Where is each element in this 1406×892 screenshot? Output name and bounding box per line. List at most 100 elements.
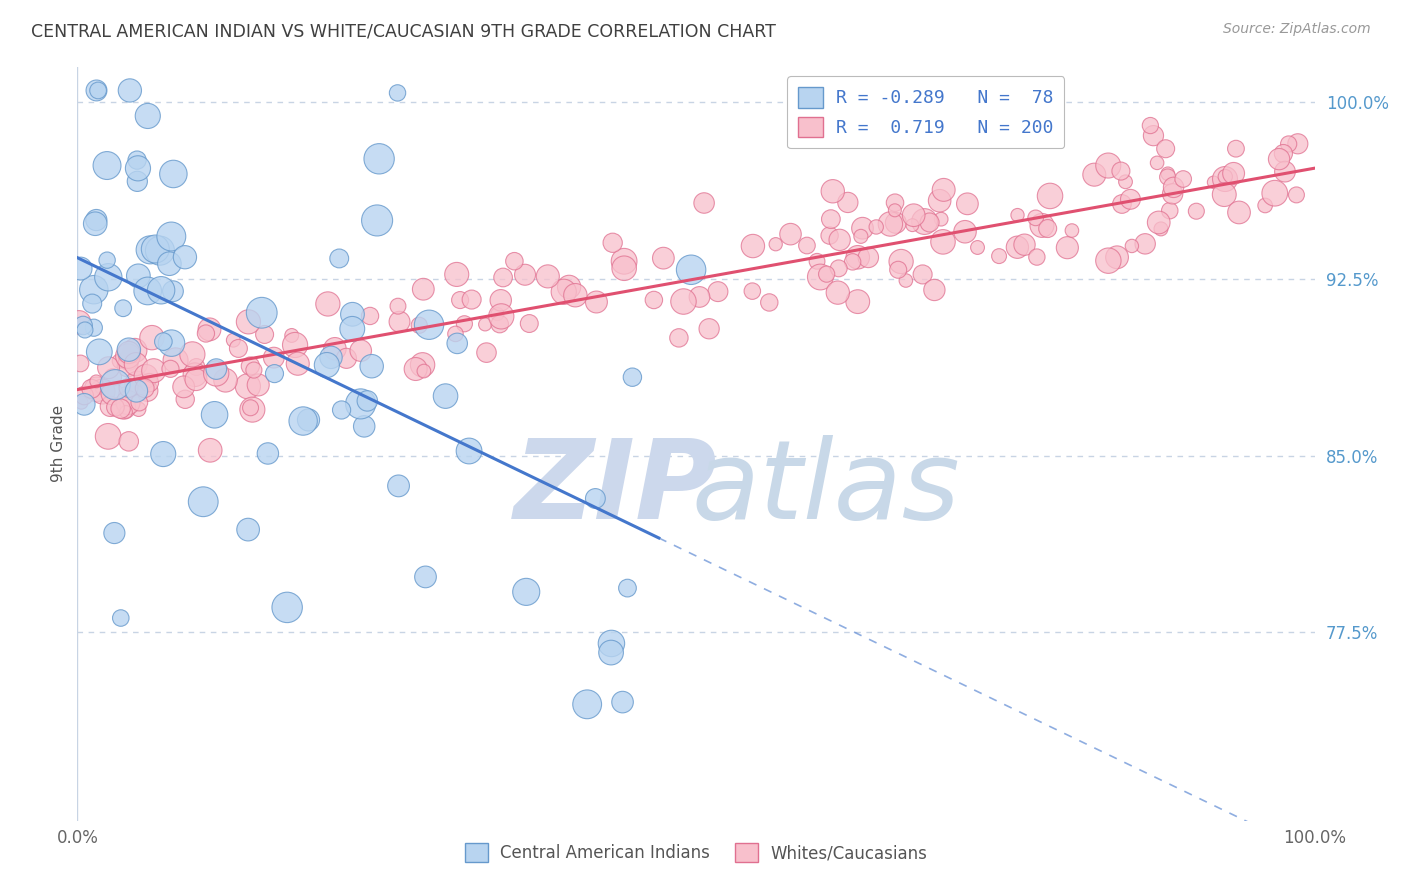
Point bbox=[141, 331, 163, 345]
Point bbox=[796, 238, 818, 252]
Point bbox=[143, 242, 166, 256]
Point bbox=[693, 196, 716, 211]
Point bbox=[475, 345, 498, 359]
Point bbox=[149, 244, 172, 258]
Point bbox=[193, 494, 215, 508]
Point bbox=[263, 367, 285, 381]
Point bbox=[408, 318, 430, 333]
Point bbox=[239, 401, 262, 415]
Point bbox=[1025, 211, 1047, 225]
Point bbox=[808, 270, 831, 285]
Point bbox=[668, 331, 690, 345]
Point bbox=[929, 212, 952, 227]
Point bbox=[86, 382, 108, 396]
Point bbox=[486, 307, 509, 321]
Point bbox=[1146, 156, 1168, 170]
Point bbox=[837, 195, 859, 210]
Point bbox=[1278, 136, 1301, 151]
Point bbox=[253, 327, 276, 342]
Point bbox=[136, 109, 159, 123]
Point bbox=[827, 285, 849, 300]
Point bbox=[236, 379, 259, 393]
Point bbox=[924, 283, 946, 297]
Point bbox=[1225, 142, 1247, 156]
Point bbox=[125, 384, 148, 398]
Point bbox=[83, 283, 105, 297]
Point bbox=[1157, 167, 1180, 181]
Point bbox=[84, 217, 107, 231]
Point bbox=[602, 235, 624, 250]
Point bbox=[652, 251, 675, 265]
Point bbox=[1014, 237, 1036, 252]
Point bbox=[707, 285, 730, 299]
Point bbox=[412, 282, 434, 296]
Point bbox=[444, 326, 467, 341]
Point bbox=[415, 570, 437, 584]
Point bbox=[492, 270, 515, 285]
Point bbox=[1185, 204, 1208, 219]
Point bbox=[515, 585, 537, 599]
Point bbox=[135, 369, 157, 384]
Point bbox=[366, 213, 388, 227]
Point bbox=[1285, 188, 1308, 202]
Point bbox=[879, 217, 901, 231]
Point bbox=[238, 315, 260, 329]
Point bbox=[621, 370, 644, 384]
Point bbox=[239, 359, 262, 373]
Point bbox=[103, 526, 125, 541]
Point bbox=[1156, 169, 1178, 184]
Point bbox=[1213, 172, 1236, 186]
Point bbox=[117, 395, 139, 409]
Point bbox=[198, 322, 221, 336]
Point bbox=[112, 401, 135, 415]
Point bbox=[263, 351, 285, 365]
Point bbox=[1286, 136, 1309, 151]
Point bbox=[136, 284, 159, 298]
Point bbox=[128, 395, 150, 409]
Point bbox=[418, 318, 440, 332]
Point bbox=[806, 254, 828, 268]
Point bbox=[194, 326, 217, 341]
Point bbox=[1173, 172, 1195, 186]
Point bbox=[1097, 253, 1119, 268]
Point bbox=[613, 254, 636, 268]
Point bbox=[335, 351, 357, 366]
Point bbox=[160, 229, 183, 244]
Point bbox=[127, 268, 149, 283]
Point bbox=[953, 225, 976, 239]
Point bbox=[1056, 241, 1078, 255]
Point bbox=[1150, 222, 1173, 236]
Point bbox=[342, 307, 364, 321]
Point bbox=[449, 293, 471, 307]
Point bbox=[284, 338, 307, 352]
Point bbox=[890, 254, 912, 268]
Point bbox=[458, 444, 481, 458]
Point bbox=[101, 386, 124, 401]
Point bbox=[110, 401, 132, 416]
Point bbox=[1007, 240, 1029, 254]
Point bbox=[67, 315, 90, 329]
Point bbox=[932, 183, 955, 197]
Point bbox=[150, 283, 173, 297]
Point bbox=[184, 368, 207, 382]
Point bbox=[846, 250, 869, 264]
Point bbox=[97, 270, 120, 285]
Point bbox=[553, 285, 575, 299]
Point bbox=[297, 413, 319, 427]
Point bbox=[90, 381, 112, 395]
Point bbox=[118, 343, 141, 357]
Point bbox=[243, 363, 266, 377]
Point bbox=[124, 343, 146, 358]
Legend: Central American Indians, Whites/Caucasians: Central American Indians, Whites/Caucasi… bbox=[458, 837, 934, 869]
Point bbox=[89, 344, 111, 359]
Point bbox=[80, 382, 103, 396]
Point bbox=[240, 402, 263, 417]
Point bbox=[117, 349, 139, 363]
Point bbox=[779, 227, 801, 241]
Point bbox=[162, 167, 184, 181]
Point bbox=[672, 294, 695, 309]
Point bbox=[110, 611, 132, 625]
Point bbox=[128, 402, 150, 417]
Point bbox=[350, 343, 373, 358]
Point bbox=[139, 243, 162, 257]
